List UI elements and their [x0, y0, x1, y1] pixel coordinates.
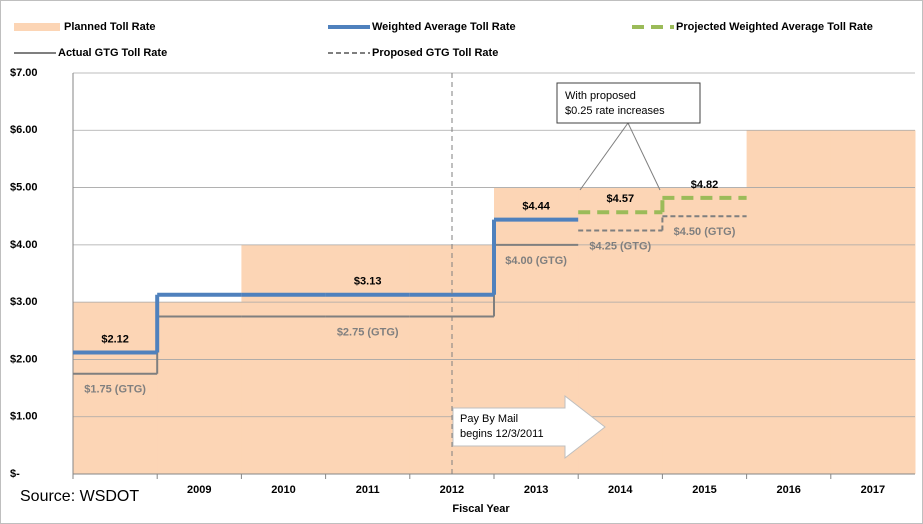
x-tick-label: 2014 — [608, 484, 633, 496]
x-tick-label: 2010 — [271, 484, 295, 496]
y-tick-label: $5.00 — [10, 181, 38, 193]
legend-label: Actual GTG Toll Rate — [58, 47, 167, 59]
value-label: $3.13 — [354, 276, 382, 288]
legend-label: Proposed GTG Toll Rate — [372, 47, 498, 59]
callout-box — [556, 82, 701, 124]
source: Source: WSDOT — [20, 488, 139, 505]
legend-label: Projected Weighted Average Toll Rate — [676, 21, 873, 33]
value-label: $2.75 (GTG) — [337, 326, 399, 338]
legend-item: Projected Weighted Average Toll Rate — [632, 21, 873, 33]
y-tick-label: $1.00 — [10, 411, 38, 423]
x-tick-label: 2012 — [440, 484, 464, 496]
legend-item: Planned Toll Rate — [14, 21, 155, 33]
value-label: $4.44 — [522, 201, 550, 213]
legend-label: Planned Toll Rate — [64, 21, 155, 33]
y-tick-label: $- — [10, 468, 20, 480]
x-tick-label: 2016 — [776, 484, 800, 496]
y-tick-label: $3.00 — [10, 296, 38, 308]
legend-swatch — [14, 23, 60, 31]
y-tick-label: $4.00 — [10, 239, 38, 251]
legend-item: Weighted Average Toll Rate — [328, 21, 516, 33]
area-step — [157, 302, 242, 474]
y-tick-label: $2.00 — [10, 353, 38, 365]
value-label: $4.00 (GTG) — [505, 255, 567, 267]
legend-item: Actual GTG Toll Rate — [14, 47, 167, 59]
value-label: $4.57 — [607, 193, 635, 205]
arrow-text: Pay By Mail — [460, 413, 518, 425]
value-label: $4.50 (GTG) — [674, 226, 736, 238]
arrow — [627, 122, 661, 191]
arrow — [579, 122, 629, 191]
x-axis-title: Fiscal Year — [452, 503, 510, 515]
callout-text: With proposed — [565, 90, 636, 102]
x-tick-label: 2009 — [187, 484, 211, 496]
x-tick-label: 2011 — [356, 484, 380, 496]
value-label: $1.75 (GTG) — [84, 384, 146, 396]
callout-text: $0.25 rate increases — [565, 105, 665, 117]
area-step — [662, 187, 748, 475]
x-tick-label: 2017 — [861, 484, 885, 496]
y-tick-label: $7.00 — [10, 67, 38, 79]
arrow-text: begins 12/3/2011 — [460, 428, 544, 440]
area-step — [73, 302, 158, 474]
arrow-shape — [452, 394, 606, 460]
pay-by-mail: Pay By Mail begins 12/3/2011 — [452, 394, 606, 460]
value-label: $2.12 — [101, 333, 129, 345]
value-label: $4.82 — [691, 179, 719, 191]
legend-label: Weighted Average Toll Rate — [372, 21, 516, 33]
y-tick-label: $6.00 — [10, 124, 38, 136]
value-label: $4.25 (GTG) — [589, 240, 651, 252]
x-tick-label: 2013 — [524, 484, 548, 496]
callout: With proposed $0.25 rate increases — [556, 82, 701, 191]
x-tick-label: 2015 — [692, 484, 716, 496]
plot: $- $1.00 $2.00 $3.00 $4.00 $5.00 $6.00 $7.00 200… — [10, 67, 916, 496]
legend-item: Proposed GTG Toll Rate — [328, 47, 498, 59]
